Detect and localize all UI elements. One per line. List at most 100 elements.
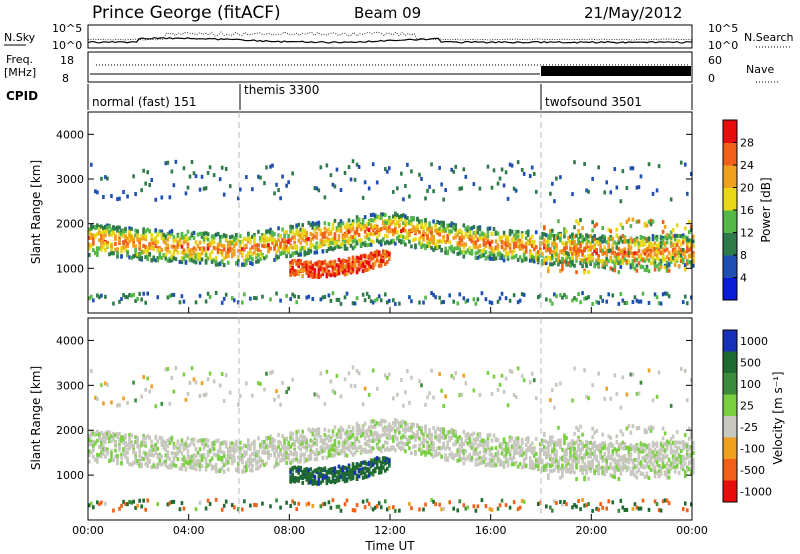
velocity-cell <box>247 464 250 469</box>
velocity-cell <box>456 508 460 513</box>
velocity-cell <box>462 373 466 378</box>
power-cell <box>398 215 401 220</box>
power-cell <box>627 238 631 243</box>
power-cell <box>146 170 149 175</box>
velocity-cell <box>255 453 258 458</box>
velocity-cell <box>448 435 451 440</box>
power-cell <box>385 234 389 239</box>
power-cell <box>563 251 566 256</box>
power-cell <box>561 263 564 268</box>
power-cell <box>526 241 530 246</box>
power-cell <box>323 221 327 226</box>
power-cell <box>488 256 492 261</box>
velocity-cell <box>106 432 109 437</box>
velocity-cell <box>176 449 180 454</box>
power-cell <box>367 242 371 247</box>
power-cell <box>311 266 315 271</box>
power-cell <box>375 258 379 263</box>
power-cell <box>518 246 522 251</box>
velocity-cell <box>307 443 311 448</box>
power-cell <box>426 236 429 241</box>
power-cell <box>92 224 95 229</box>
power-cell <box>182 251 186 256</box>
velocity-cell <box>275 449 278 454</box>
power-cell <box>363 254 367 259</box>
velocity-cell <box>341 465 345 470</box>
power-cell <box>188 236 192 241</box>
power-heatmap <box>88 159 695 306</box>
power-cell <box>655 188 659 193</box>
velocity-cell <box>377 457 381 462</box>
power-cell <box>621 258 625 263</box>
power-cell <box>551 256 554 261</box>
power-cell <box>422 232 425 237</box>
velocity-cell <box>309 472 313 477</box>
power-cell <box>446 233 449 238</box>
power-cell <box>629 237 633 242</box>
power-cell <box>355 218 359 223</box>
velocity-cell <box>488 463 492 468</box>
power-cell <box>383 220 387 225</box>
power-cell <box>357 224 361 229</box>
power-cell <box>472 241 476 246</box>
velocity-cell <box>335 451 339 456</box>
power-cell <box>394 227 397 232</box>
velocity-cell <box>297 437 300 442</box>
power-cell <box>508 245 512 250</box>
power-cell <box>241 252 244 257</box>
power-cell <box>116 197 119 202</box>
power-cell <box>430 230 433 235</box>
power-cell <box>581 252 584 257</box>
power-cell <box>412 228 415 233</box>
power-cell <box>383 167 387 172</box>
power-cell <box>551 233 554 238</box>
velocity-cell <box>257 459 260 464</box>
power-cell <box>462 235 466 240</box>
power-cell <box>249 237 252 242</box>
power-cell <box>549 250 552 255</box>
power-cell <box>307 273 311 278</box>
velocity-cell <box>168 440 172 445</box>
power-cell <box>327 271 331 276</box>
power-cell <box>607 259 611 264</box>
power-cell <box>265 254 268 259</box>
velocity-cell <box>327 453 331 458</box>
power-cell <box>247 252 250 257</box>
velocity-cell <box>224 373 228 378</box>
power-cell <box>212 258 216 263</box>
velocity-cell <box>452 376 456 381</box>
velocity-cell <box>263 439 266 444</box>
power-cell <box>309 231 313 236</box>
velocity-cell <box>375 437 379 442</box>
power-cell <box>186 229 190 234</box>
velocity-cell <box>321 441 325 446</box>
velocity-cell <box>345 471 349 476</box>
power-cell <box>118 196 121 201</box>
power-cell <box>508 243 512 248</box>
velocity-cell <box>150 448 154 453</box>
velocity-cell <box>293 452 296 457</box>
velocity-cell <box>239 446 242 451</box>
power-cell <box>514 188 518 193</box>
power-cell <box>377 232 381 237</box>
velocity-cell <box>239 457 242 462</box>
power-cell <box>138 291 141 296</box>
velocity-cell <box>176 440 180 445</box>
power-cell <box>295 231 298 236</box>
power-cell <box>132 174 135 179</box>
power-cell <box>675 243 679 248</box>
velocity-cell <box>351 446 355 451</box>
power-cell <box>551 262 554 267</box>
power-cell <box>152 257 156 262</box>
power-cell <box>627 259 631 264</box>
power-cell <box>659 259 663 264</box>
power-cell <box>355 255 359 260</box>
power-cell <box>323 231 327 236</box>
power-cell <box>216 262 220 267</box>
power-cell <box>341 262 345 267</box>
power-cell <box>581 264 584 269</box>
velocity-cell <box>224 499 228 504</box>
velocity-cell <box>335 470 339 475</box>
power-cell <box>494 245 498 250</box>
power-cell <box>408 194 411 199</box>
